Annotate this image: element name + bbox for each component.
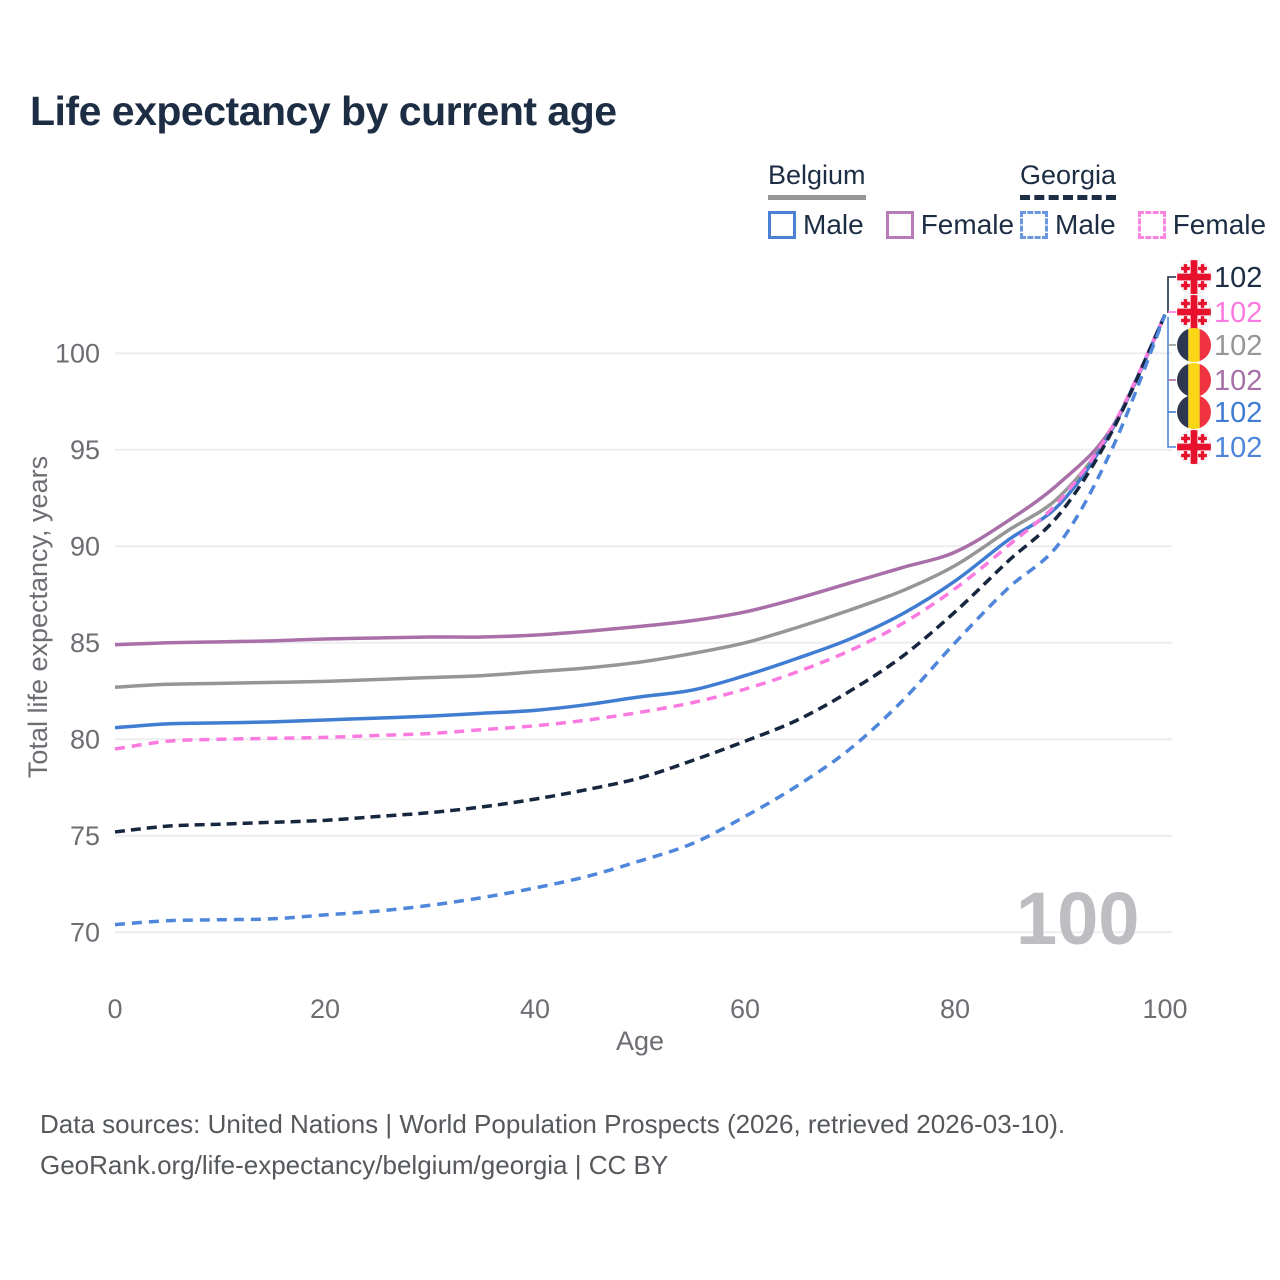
legend-items-belgium: Male Female xyxy=(768,209,1014,241)
series-line-georgia-both-sexes[interactable] xyxy=(114,313,1167,834)
belgium-flag-icon xyxy=(1177,363,1211,397)
belgium-flag-icon xyxy=(1177,328,1211,362)
y-tick-90: 90 xyxy=(70,531,100,561)
legend-items-georgia: Male Female xyxy=(1020,209,1266,241)
y-tick-80: 80 xyxy=(70,724,100,754)
legend-item-georgia-male[interactable]: Male xyxy=(1020,209,1116,241)
y-tick-70: 70 xyxy=(70,917,100,947)
end-value-label-georgia-both-sexes: 102 xyxy=(1214,262,1262,294)
legend-item-belgium-male[interactable]: Male xyxy=(768,209,864,241)
legend-country-georgia[interactable]: Georgia xyxy=(1020,160,1117,200)
legend-group-georgia: Georgia Male Female xyxy=(1020,160,1266,241)
y-tick-95: 95 xyxy=(70,435,100,465)
georgia-male-swatch xyxy=(1020,211,1048,239)
belgium-female-swatch xyxy=(885,211,914,239)
end-value-label-georgia-female: 102 xyxy=(1214,297,1262,329)
legend-item-label: Male xyxy=(803,209,864,240)
end-value-label-belgium-male: 102 xyxy=(1214,397,1262,429)
belgium-flag-icon xyxy=(1177,395,1211,429)
end-value-label-georgia-male: 102 xyxy=(1214,432,1262,464)
series-line-georgia-female[interactable] xyxy=(114,313,1167,751)
end-value-label-belgium-both-sexes: 102 xyxy=(1214,330,1262,362)
series-line-belgium-male[interactable] xyxy=(114,313,1167,730)
y-tick-75: 75 xyxy=(70,821,100,851)
legend-item-label: Female xyxy=(920,209,1015,240)
footer-attribution: GeoRank.org/life-expectancy/belgium/geor… xyxy=(40,1150,669,1180)
x-tick-80: 80 xyxy=(940,994,970,1024)
x-tick-40: 40 xyxy=(520,994,550,1024)
page-title: Life expectancy by current age xyxy=(30,88,617,134)
y-axis-title: Total life expectancy, years xyxy=(23,456,53,778)
belgium-male-swatch xyxy=(768,211,796,239)
x-tick-0: 0 xyxy=(107,994,122,1024)
y-tick-100: 100 xyxy=(55,338,100,368)
y-tick-85: 85 xyxy=(70,628,100,658)
series-line-georgia-male[interactable] xyxy=(114,314,1167,927)
x-tick-20: 20 xyxy=(310,994,340,1024)
legend-item-georgia-female[interactable]: Female xyxy=(1137,209,1267,241)
age-frame-watermark: 100 xyxy=(1016,877,1140,960)
georgia-flag-icon xyxy=(1176,429,1212,465)
legend-item-label: Female xyxy=(1172,209,1267,240)
x-tick-100: 100 xyxy=(1142,994,1187,1024)
series-line-belgium-both-sexes[interactable] xyxy=(114,313,1167,689)
footer-data-sources: Data sources: United Nations | World Pop… xyxy=(40,1109,1066,1139)
leader-line xyxy=(1167,276,1176,313)
series-line-belgium-female[interactable] xyxy=(114,313,1167,647)
x-tick-60: 60 xyxy=(730,994,760,1024)
end-value-label-belgium-female: 102 xyxy=(1214,365,1262,397)
legend-group-belgium: Belgium Male Female xyxy=(768,160,1014,241)
leader-line xyxy=(1167,317,1176,448)
georgia-flag-icon xyxy=(1176,294,1212,330)
georgia-flag-icon xyxy=(1176,259,1212,295)
legend-item-belgium-female[interactable]: Female xyxy=(885,209,1015,241)
legend-country-belgium[interactable]: Belgium xyxy=(768,160,866,200)
georgia-female-swatch xyxy=(1137,211,1166,239)
x-axis-title: Age xyxy=(616,1026,664,1056)
end-labels xyxy=(1167,259,1212,465)
legend-item-label: Male xyxy=(1055,209,1116,240)
footer: Data sources: United Nations | World Pop… xyxy=(40,1104,1065,1186)
